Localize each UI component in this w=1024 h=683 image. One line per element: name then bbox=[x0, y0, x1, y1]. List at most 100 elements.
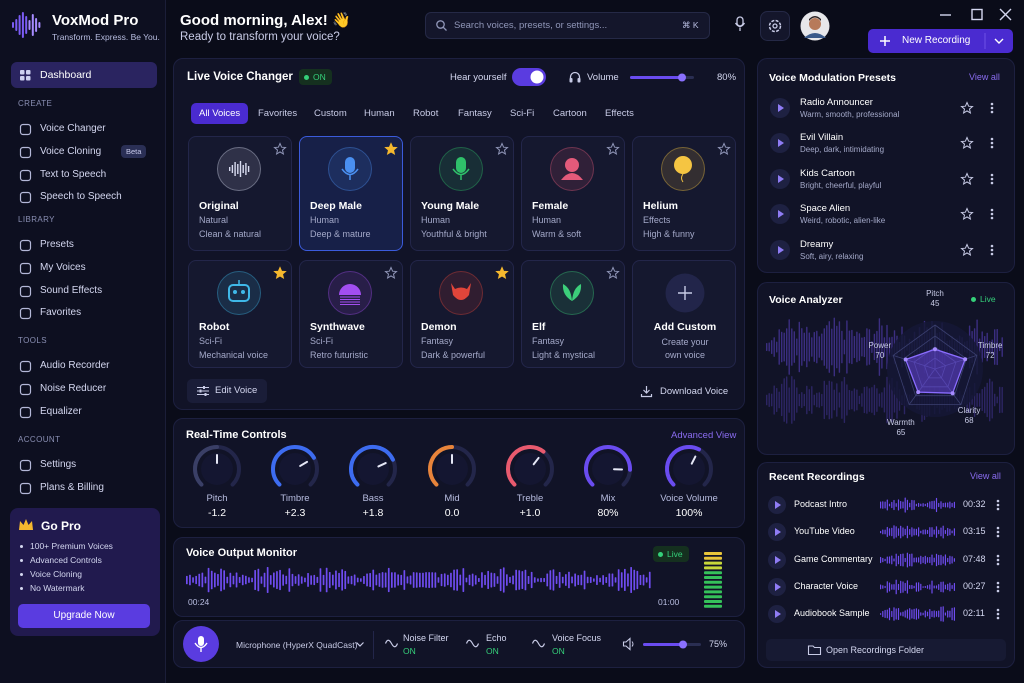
nav-item[interactable]: Sound Effects bbox=[11, 281, 157, 301]
voice-card[interactable]: Elf Fantasy Light & mystical bbox=[521, 260, 625, 368]
voice-card[interactable]: Synthwave Sci-Fi Retro futuristic bbox=[299, 260, 403, 368]
new-recording-button[interactable]: New Recording bbox=[868, 29, 1013, 53]
nav-item[interactable]: Equalizer bbox=[11, 402, 157, 422]
tab[interactable]: Custom bbox=[314, 108, 347, 119]
voice-card[interactable]: Robot Sci-Fi Mechanical voice bbox=[188, 260, 292, 368]
nav-item[interactable]: Speech to Speech bbox=[11, 187, 157, 207]
tab[interactable]: Sci-Fi bbox=[510, 108, 535, 119]
nav-item[interactable]: Voice Changer bbox=[11, 119, 157, 139]
icon-shape bbox=[384, 639, 399, 648]
nav-icon bbox=[19, 383, 32, 395]
logo bbox=[12, 12, 41, 38]
icon-shape bbox=[951, 607, 953, 621]
nav-item[interactable]: Presets bbox=[11, 235, 157, 255]
icon-shape bbox=[339, 284, 361, 295]
toggle[interactable] bbox=[512, 68, 546, 86]
icon-shape bbox=[913, 608, 915, 620]
knob[interactable] bbox=[505, 444, 555, 494]
toggle-label[interactable]: Echo bbox=[486, 633, 507, 643]
icon-shape bbox=[818, 336, 820, 358]
icon-shape bbox=[989, 378, 991, 422]
knob[interactable] bbox=[664, 444, 714, 494]
knob[interactable] bbox=[270, 444, 320, 494]
favorite-star bbox=[384, 266, 398, 280]
voice-category: Effects bbox=[643, 215, 671, 225]
panel-link[interactable]: View all bbox=[969, 72, 1000, 82]
icon-shape bbox=[254, 570, 256, 590]
icon-shape bbox=[189, 574, 191, 586]
play-button[interactable] bbox=[770, 239, 790, 260]
tab[interactable]: Robot bbox=[413, 108, 439, 119]
icon-shape bbox=[909, 502, 911, 508]
download-button[interactable]: Download Voice bbox=[660, 386, 729, 397]
icon-shape bbox=[909, 608, 911, 621]
toggle-label[interactable]: Voice Focus bbox=[552, 633, 602, 643]
nav-label: Text to Speech bbox=[40, 168, 107, 180]
radar-label: Pitch bbox=[926, 289, 944, 298]
play-button[interactable] bbox=[768, 550, 786, 569]
play-button[interactable] bbox=[768, 523, 786, 542]
nav-item[interactable]: Noise Reducer bbox=[11, 379, 157, 399]
icon-shape bbox=[968, 325, 971, 369]
icon-shape bbox=[933, 336, 936, 358]
tab[interactable]: All Voices bbox=[191, 103, 249, 124]
add-custom-card[interactable]: Add Custom Create your own voice bbox=[632, 260, 736, 368]
tab[interactable]: Human bbox=[364, 108, 395, 119]
edit-voice-button[interactable]: Edit Voice bbox=[187, 379, 267, 403]
play-button[interactable] bbox=[770, 168, 790, 189]
icon-shape bbox=[880, 36, 890, 46]
microphone-select[interactable]: Microphone (HyperX QuadCast) bbox=[236, 640, 358, 650]
nav-item[interactable]: Text to Speech bbox=[11, 165, 157, 185]
knob-value: +1.0 bbox=[519, 507, 541, 519]
mic-toggle[interactable] bbox=[183, 626, 219, 662]
radar-label: Power bbox=[868, 341, 892, 351]
speaker-icon bbox=[622, 637, 634, 651]
icon-shape bbox=[816, 392, 818, 408]
play-button[interactable] bbox=[768, 577, 786, 596]
knob[interactable] bbox=[583, 444, 633, 494]
knob[interactable] bbox=[348, 444, 398, 494]
nav-item[interactable]: Plans & Billing bbox=[11, 478, 157, 498]
icon-shape bbox=[690, 455, 697, 465]
play-button[interactable] bbox=[770, 204, 790, 225]
toggle-label[interactable]: Noise Filter bbox=[403, 633, 449, 643]
knob[interactable] bbox=[427, 444, 477, 494]
tab[interactable]: Fantasy bbox=[458, 108, 492, 119]
nav-item[interactable]: My Voices bbox=[11, 258, 157, 278]
play-button[interactable] bbox=[770, 98, 790, 118]
icon-shape bbox=[606, 142, 620, 156]
knob[interactable] bbox=[192, 444, 242, 494]
tab[interactable]: Cartoon bbox=[553, 108, 587, 119]
icon-shape bbox=[963, 396, 966, 404]
mic-button bbox=[734, 16, 746, 31]
play-button[interactable] bbox=[770, 133, 790, 154]
icon-shape bbox=[661, 147, 705, 191]
voice-card[interactable]: Helium Effects High & funny bbox=[632, 136, 736, 251]
tab[interactable]: Favorites bbox=[258, 108, 298, 119]
icon-shape bbox=[900, 501, 902, 509]
icon-shape bbox=[325, 567, 328, 593]
nav-item[interactable]: Settings bbox=[11, 455, 157, 475]
play-button[interactable] bbox=[768, 605, 786, 624]
icon-shape bbox=[704, 576, 722, 579]
nav-item[interactable]: Favorites bbox=[11, 303, 157, 323]
nav-item[interactable]: Audio Recorder bbox=[11, 356, 157, 376]
upgrade-button[interactable]: Upgrade Now bbox=[18, 604, 150, 628]
voice-card[interactable]: Young Male Human Youthful & bright bbox=[410, 136, 514, 251]
voice-card[interactable]: Deep Male Human Deep & mature bbox=[299, 136, 403, 251]
panel-link[interactable]: View all bbox=[970, 471, 1001, 481]
icon-shape bbox=[990, 177, 994, 181]
icon-shape bbox=[933, 585, 935, 589]
search-box[interactable]: Search voices, presets, or settings... ⌘ … bbox=[425, 12, 710, 39]
voice-card[interactable]: Female Human Warm & soft bbox=[521, 136, 625, 251]
open-folder-button[interactable]: Open Recordings Folder bbox=[766, 639, 1006, 661]
panel-link[interactable]: Advanced View bbox=[671, 430, 737, 441]
voice-card[interactable]: Demon Fantasy Dark & powerful bbox=[410, 260, 514, 368]
nav-item[interactable]: Voice Cloning Beta bbox=[11, 142, 157, 162]
nav-item-active[interactable]: Dashboard bbox=[11, 62, 157, 88]
icon-shape bbox=[888, 582, 891, 592]
tab[interactable]: Effects bbox=[605, 108, 634, 119]
voice-card[interactable]: Original Natural Clean & natural bbox=[188, 136, 292, 251]
play-button[interactable] bbox=[768, 496, 786, 514]
icon-shape bbox=[913, 528, 915, 536]
